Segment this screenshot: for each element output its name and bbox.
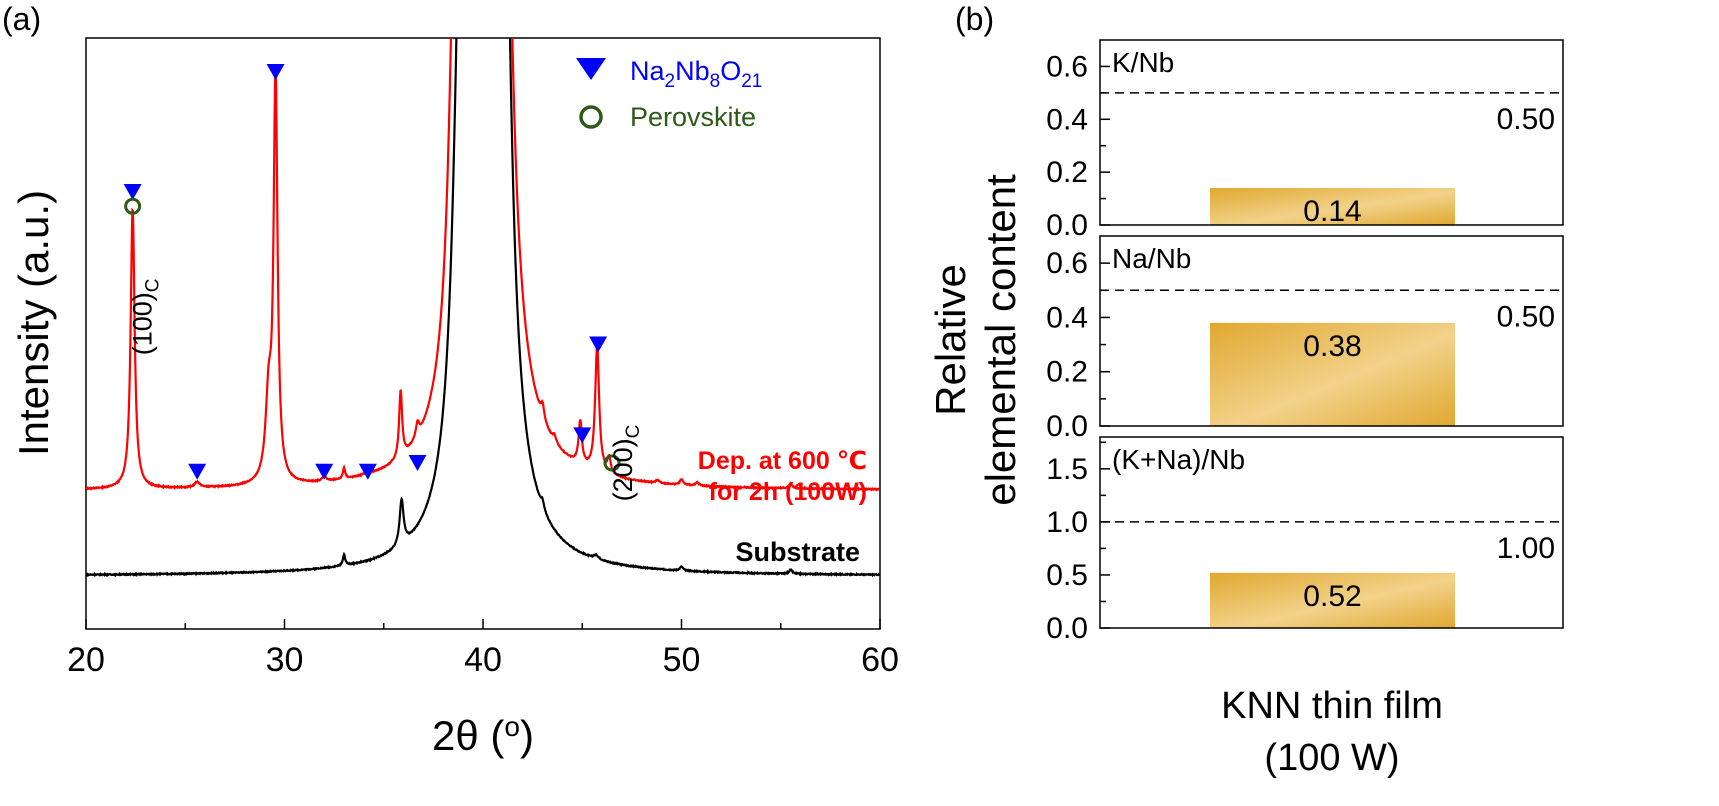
phase-marker-triangle (358, 463, 377, 480)
phase-marker-triangle (188, 463, 207, 480)
plot-area-b: 0.140.500.00.20.40.6 K/Nb0.380.500.00.20.… (1046, 39, 1564, 645)
subplot-ratio-label: Na/Nb (1112, 243, 1191, 274)
series-label-substrate: Substrate (735, 537, 860, 567)
subplot-frame (1099, 235, 1564, 427)
y-tick-label-b: 1.5 (1046, 453, 1088, 486)
phase-marker-triangle (589, 336, 608, 353)
phase-marker-triangle (123, 184, 142, 201)
panel-b-label: (b) (955, 1, 994, 37)
subplot-ratio-label: (K+Na)/Nb (1112, 444, 1245, 475)
series-label-deposited-line2: for 2h (100W) (709, 478, 867, 506)
y-tick-label-b: 1.0 (1046, 506, 1088, 539)
y-tick-label-b: 0.2 (1046, 356, 1088, 389)
hkl-annotation: (100)C (128, 278, 164, 355)
y-tick-label-b: 0.2 (1046, 156, 1088, 189)
phase-marker-triangle (408, 455, 427, 472)
legend-a: Na2Nb8O21 Perovskite (576, 56, 762, 132)
phase-marker-circle (124, 197, 142, 215)
bar-value-label: 0.14 (1303, 195, 1361, 228)
x-axis-title-a: 2θ (o) (432, 711, 534, 759)
subplot-b-3: 0.52 1.00 0.0 0.5 1.0 1.5 (K+Na)/Nb (1046, 436, 1564, 645)
spectra-group (86, 38, 880, 578)
y-tick-label-b: 0.6 (1046, 247, 1088, 280)
phase-marker-circle (603, 454, 621, 472)
phase-marker-triangle (266, 63, 285, 80)
series-line-deposited (86, 38, 880, 492)
series-label-deposited-line1: Dep. at 600 ℃ (698, 447, 867, 475)
x-tick-label-a: 20 (67, 641, 105, 679)
hkl-annotation: (200)C (608, 425, 644, 502)
subplot-b-1: 0.14 0.50 0.0 0.2 0.4 0.6 K/Nb (1046, 39, 1564, 242)
bar-value-label: 0.38 (1303, 330, 1361, 363)
legend-triangle-icon (576, 58, 606, 80)
reference-label: 0.50 (1497, 300, 1555, 333)
bar (1210, 572, 1455, 628)
y-axis-title-a: Intensity (a.u.) (10, 190, 57, 456)
subplot-frame (1099, 39, 1564, 226)
bar (1210, 188, 1455, 225)
y-tick-label-b: 0.5 (1046, 559, 1088, 592)
phase-marker-triangle (573, 427, 592, 444)
y-tick-label-b: 0.6 (1046, 50, 1088, 83)
y-axis-title-b-line2: elemental content (977, 174, 1024, 506)
x-axis-title-b-line2: (100 W) (1264, 737, 1399, 779)
y-tick-label-b: 0.0 (1046, 209, 1088, 242)
legend-na2nb8o21-label: Na2Nb8O21 (630, 56, 762, 92)
subplot-b-2: 0.38 0.50 0.0 0.2 0.4 0.6 Na/Nb (1046, 235, 1564, 443)
reference-label: 0.50 (1497, 103, 1555, 136)
panel-a-label: (a) (2, 1, 41, 37)
subplot-frame (1099, 436, 1564, 629)
x-axis-title-b-line1: KNN thin film (1221, 685, 1443, 727)
x-tick-label-a: 50 (663, 641, 701, 679)
y-tick-label-b: 0.0 (1046, 612, 1088, 645)
x-tick-label-a: 40 (464, 641, 502, 679)
legend-perovskite-label: Perovskite (630, 102, 756, 132)
y-tick-label-b: 0.4 (1046, 103, 1088, 136)
bar-value-label: 0.52 (1303, 580, 1361, 613)
x-tick-label-a: 60 (861, 641, 899, 679)
series-line-substrate (86, 38, 880, 578)
phase-marker-triangle (315, 463, 334, 480)
y-tick-label-b: 0.4 (1046, 301, 1088, 334)
bar (1210, 322, 1455, 426)
subplot-ratio-label: K/Nb (1112, 47, 1174, 78)
y-tick-label-b: 0.0 (1046, 410, 1088, 443)
y-axis-title-b-line1: Relative (927, 264, 974, 416)
legend-circle-icon (579, 105, 603, 129)
reference-label: 1.00 (1497, 532, 1555, 565)
x-tick-label-a: 30 (266, 641, 304, 679)
plot-area-a: 20 30 40 50 60 (100)C (200)C (67, 37, 899, 679)
